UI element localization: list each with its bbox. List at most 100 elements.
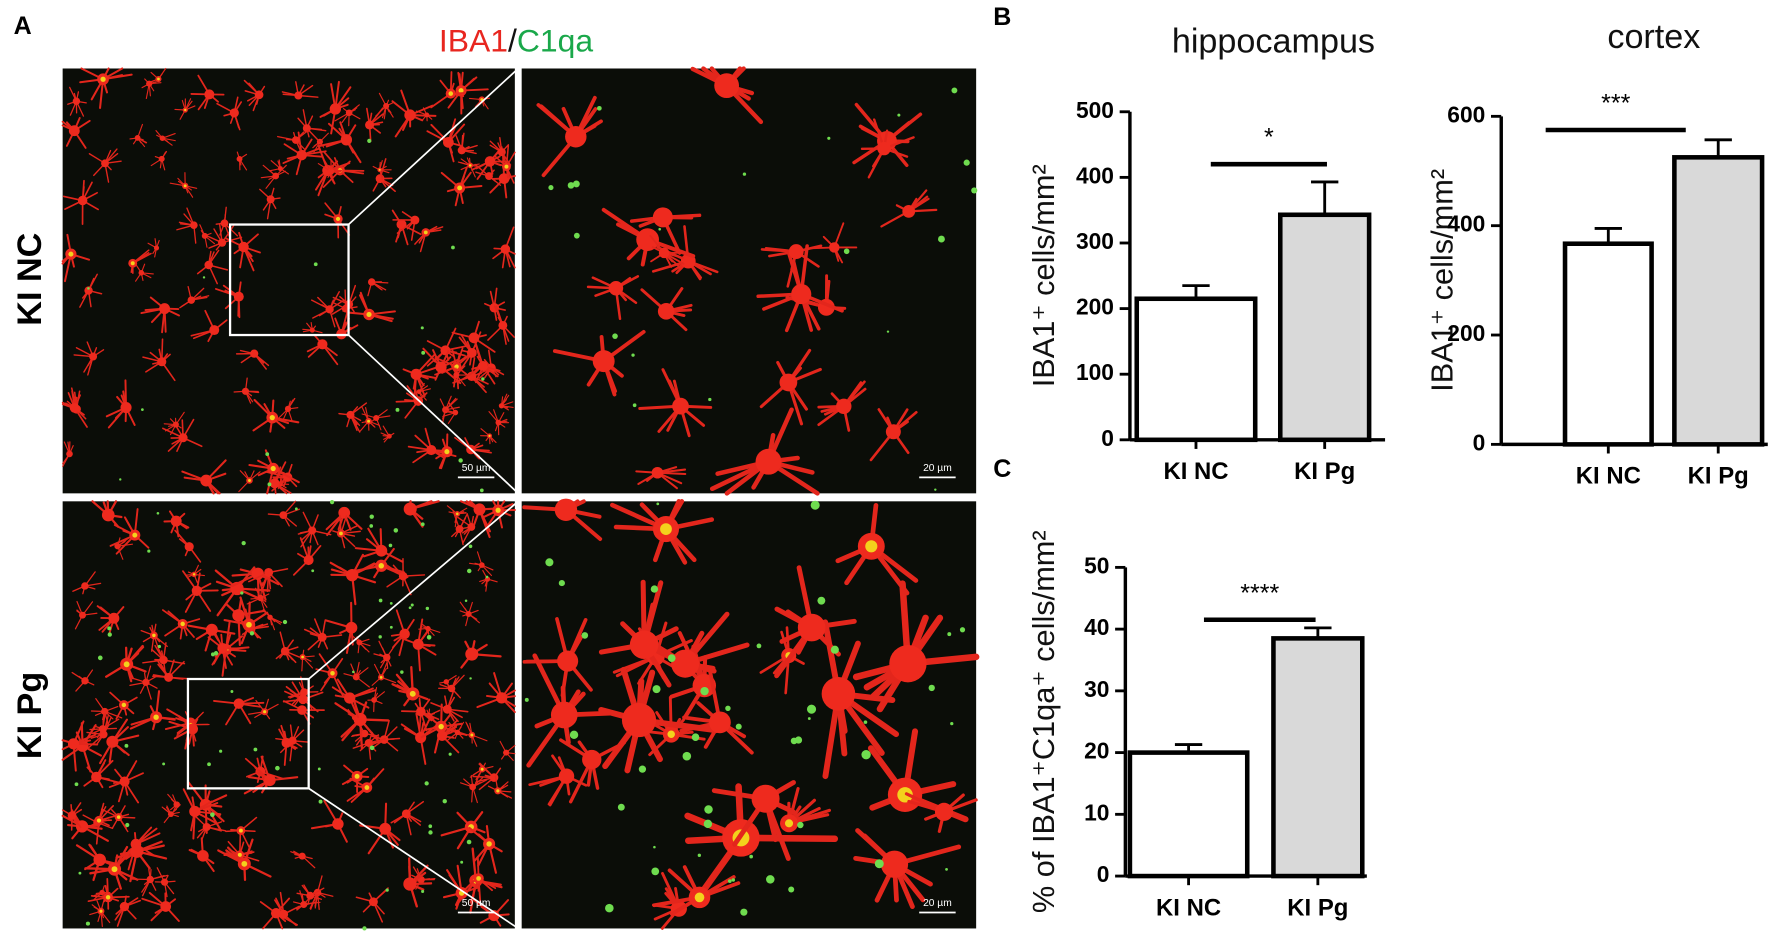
cell-body [401,809,411,819]
green-dot [708,397,712,402]
green-dot [725,705,731,712]
cell-body [779,373,798,392]
green-dot [807,717,811,720]
y-axis-label: IBA1⁺ cells/mm² [1424,169,1459,392]
green-dot [861,750,871,760]
cell-body [157,357,167,367]
green-dot [479,488,484,493]
cell-body [352,673,360,681]
y-tick-label: 30 [1084,676,1109,702]
green-dot [369,524,374,528]
cell-body [159,655,168,665]
cell-core [184,108,187,112]
cell-body [309,327,315,333]
y-tick-label: 200 [1447,320,1485,346]
micrograph: 20 µm [521,66,978,496]
cell-body [403,502,417,516]
green-dot [573,232,580,239]
green-dot [581,632,589,639]
stain-red: IBA1 [439,23,508,59]
green-dot [817,596,826,605]
green-dot [756,643,762,649]
green-dot [265,452,270,456]
cell-body [164,672,174,682]
green-dot [421,350,426,355]
cell-body [498,173,510,185]
green-dot [74,782,79,787]
cell-body [191,585,203,596]
cell-body [457,146,466,155]
green-dot [317,767,321,771]
cell-body [557,650,579,672]
cell-body [332,818,344,830]
green-dot [806,704,817,714]
cell-body [652,207,673,228]
green-dot [385,888,389,892]
green-dot [311,569,315,573]
zoom-line [347,67,519,226]
cell-body [120,401,132,414]
cell-body [142,678,150,686]
green-dot [667,654,676,662]
cell-body [67,811,77,820]
cell-body [178,433,188,443]
cell-core [366,311,372,318]
green-dot [424,781,429,786]
y-axis-label: % of IBA1⁺C1qa⁺ cells/mm² [1026,530,1061,913]
green-dot [451,245,455,250]
cell-body [270,908,282,919]
cell-core [263,710,267,714]
cell-body [880,850,909,878]
image-bg [62,68,515,494]
green-dot [950,722,954,726]
cell-body [158,155,165,162]
cell-body [356,639,363,646]
scale-bar-label: 20 µm [923,898,952,909]
cell-body [346,410,355,419]
cell-body [91,771,102,783]
green-dot [207,762,211,767]
cell-body [371,697,378,703]
cell-body [119,901,130,912]
cell-core [121,702,127,708]
cell-body [187,296,196,304]
cell-body [416,389,422,395]
cell-body [300,900,308,908]
cell-core [496,789,500,793]
cell-body [300,688,309,697]
green-dot [124,743,129,748]
green-dot [448,752,452,756]
green-dot [367,138,372,143]
cell-core [180,621,185,627]
cell-body [98,725,107,733]
cell-body [202,822,211,831]
cell-body [435,361,447,373]
cell-body [889,645,927,683]
cell-body [108,612,120,624]
cell-core [132,532,138,538]
zoom-line [308,500,519,680]
panel-label: B [993,3,1011,31]
green-dot [162,762,166,766]
scale-bar-label: 50 µm [462,898,491,909]
zoom-line [347,334,519,494]
image-bg [521,68,977,494]
cell-body [629,630,659,659]
green-dot [420,326,424,330]
cell-body [264,567,274,577]
green-dot [963,159,970,166]
cell-body [608,281,624,296]
green-dot [810,500,820,510]
cell-body [298,852,306,860]
zoom-line [308,787,519,930]
cell-core [504,164,509,169]
cell-body [340,134,353,146]
cell-core [660,523,672,535]
green-dot [631,353,635,357]
stain-green: C1qa [517,23,593,59]
cell-body [201,232,208,239]
cell-body [484,156,496,167]
cell-body [934,802,954,821]
cell-body [496,692,508,704]
cell-body [791,284,812,305]
